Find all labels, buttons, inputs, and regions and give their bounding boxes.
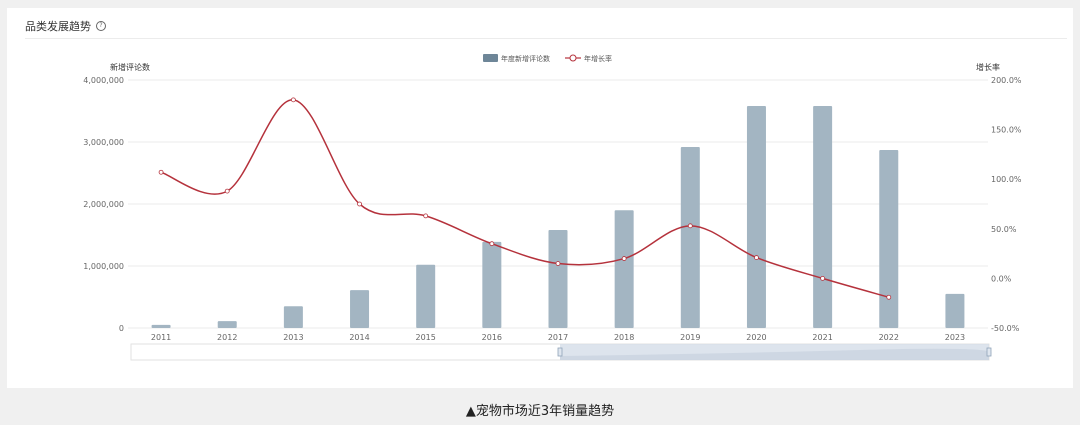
title-divider bbox=[25, 38, 1067, 39]
trend-chart: 0 1,000,000 2,000,000 3,000,000 4,000,000 -50… bbox=[83, 54, 1022, 361]
y-left-tick-label: 4,000,000 bbox=[83, 76, 124, 85]
line-point[interactable] bbox=[357, 201, 362, 207]
y-right-tick-label: -50.0% bbox=[991, 324, 1020, 333]
datazoom-preview-area bbox=[560, 348, 992, 360]
line-point[interactable] bbox=[621, 256, 627, 261]
line-point[interactable] bbox=[555, 261, 561, 266]
y-right-axis-title: 增长率 bbox=[976, 62, 1000, 72]
line-point[interactable] bbox=[158, 169, 164, 175]
line-point[interactable] bbox=[489, 241, 495, 247]
bar[interactable] bbox=[746, 106, 766, 328]
y-right-tick-label: 200.0% bbox=[991, 76, 1022, 85]
legend-line-marker-icon bbox=[569, 54, 577, 62]
line-point[interactable] bbox=[886, 294, 892, 300]
x-tick-label: 2013 bbox=[283, 333, 303, 342]
y-right-tick-label: 50.0% bbox=[991, 225, 1017, 234]
y-right-tick-label: 0.0% bbox=[991, 274, 1012, 283]
bar[interactable] bbox=[548, 230, 568, 328]
card-title: 品类发展趋势 ? bbox=[25, 18, 106, 34]
line-point[interactable] bbox=[754, 255, 759, 260]
bar[interactable] bbox=[350, 290, 370, 328]
bar[interactable] bbox=[217, 321, 237, 328]
x-tick-label: 2017 bbox=[548, 333, 568, 342]
x-tick-label: 2015 bbox=[416, 333, 436, 342]
figure-caption: ▲宠物市场近3年销量趋势 bbox=[465, 404, 615, 419]
datazoom-end-handle[interactable] bbox=[986, 347, 992, 357]
y-left-tick-label: 2,000,000 bbox=[83, 200, 124, 209]
bar[interactable] bbox=[813, 106, 833, 328]
line-point[interactable] bbox=[290, 97, 296, 103]
line-point[interactable] bbox=[224, 188, 230, 194]
x-tick-label: 2014 bbox=[349, 333, 369, 342]
bar[interactable] bbox=[151, 324, 171, 328]
legend-bar-swatch[interactable] bbox=[483, 54, 498, 62]
bar[interactable] bbox=[945, 293, 965, 328]
x-tick-label: 2019 bbox=[680, 333, 700, 342]
x-tick-label: 2012 bbox=[217, 333, 237, 342]
bar[interactable] bbox=[482, 241, 502, 328]
bar[interactable] bbox=[416, 264, 436, 328]
x-tick-label: 2020 bbox=[746, 333, 766, 342]
y-left-tick-label: 1,000,000 bbox=[83, 262, 124, 271]
x-tick-label: 2021 bbox=[812, 333, 832, 342]
line-point[interactable] bbox=[820, 275, 826, 281]
y-left-tick-label: 3,000,000 bbox=[83, 138, 124, 147]
y-left-tick-label: 0 bbox=[119, 324, 124, 333]
x-tick-label: 2018 bbox=[614, 333, 634, 342]
line-point[interactable] bbox=[687, 223, 693, 229]
question-circle-icon[interactable]: ? bbox=[96, 21, 106, 31]
bar[interactable] bbox=[283, 306, 303, 328]
legend-label-bars[interactable]: 年度新增评论数 bbox=[501, 54, 550, 63]
y-right-tick-label: 100.0% bbox=[991, 175, 1022, 184]
bar[interactable] bbox=[680, 146, 700, 328]
bar[interactable] bbox=[879, 150, 899, 328]
x-tick-label: 2016 bbox=[482, 333, 502, 342]
x-tick-label: 2011 bbox=[151, 333, 171, 342]
x-tick-label: 2023 bbox=[945, 333, 965, 342]
line-point[interactable] bbox=[423, 213, 429, 219]
bar[interactable] bbox=[614, 210, 634, 328]
card-title-text: 品类发展趋势 bbox=[25, 20, 91, 33]
growth-rate-line bbox=[160, 99, 889, 298]
datazoom-start-handle[interactable] bbox=[557, 347, 563, 357]
x-tick-label: 2022 bbox=[879, 333, 899, 342]
legend-label-line[interactable]: 年增长率 bbox=[584, 54, 612, 63]
y-right-tick-label: 150.0% bbox=[991, 126, 1022, 135]
y-left-axis-title: 新增评论数 bbox=[110, 62, 150, 72]
